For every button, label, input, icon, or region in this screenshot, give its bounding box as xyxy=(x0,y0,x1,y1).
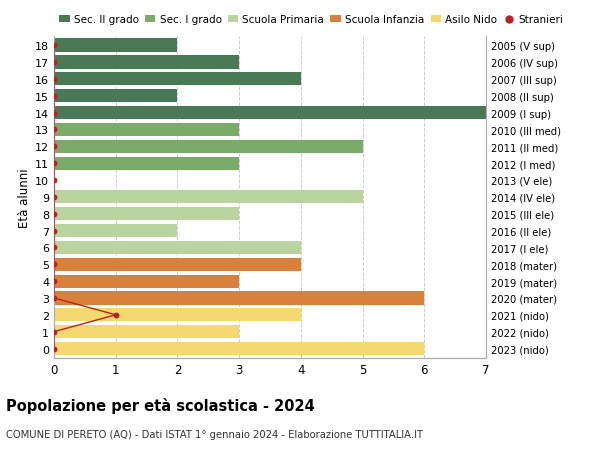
Bar xyxy=(54,39,178,52)
Bar xyxy=(54,106,486,120)
Point xyxy=(49,76,59,83)
Point xyxy=(49,328,59,336)
Point xyxy=(49,59,59,67)
Bar xyxy=(54,275,239,288)
Point xyxy=(49,177,59,184)
Legend: Sec. II grado, Sec. I grado, Scuola Primaria, Scuola Infanzia, Asilo Nido, Stran: Sec. II grado, Sec. I grado, Scuola Prim… xyxy=(59,15,563,25)
Text: Popolazione per età scolastica - 2024: Popolazione per età scolastica - 2024 xyxy=(6,397,315,413)
Bar xyxy=(54,224,178,238)
Bar xyxy=(54,73,301,86)
Text: COMUNE DI PERETO (AQ) - Dati ISTAT 1° gennaio 2024 - Elaborazione TUTTITALIA.IT: COMUNE DI PERETO (AQ) - Dati ISTAT 1° ge… xyxy=(6,429,423,439)
Point xyxy=(49,227,59,235)
Point xyxy=(49,110,59,117)
Point xyxy=(49,345,59,353)
Bar xyxy=(54,123,239,137)
Bar xyxy=(54,191,362,204)
Bar xyxy=(54,140,362,153)
Point xyxy=(49,261,59,269)
Point xyxy=(49,160,59,168)
Point xyxy=(49,194,59,201)
Y-axis label: Età alunni: Età alunni xyxy=(18,168,31,227)
Point xyxy=(49,42,59,50)
Bar xyxy=(54,258,301,271)
Bar xyxy=(54,325,239,338)
Point xyxy=(49,93,59,100)
Bar xyxy=(54,56,239,69)
Bar xyxy=(54,157,239,170)
Bar xyxy=(54,207,239,221)
Point xyxy=(49,278,59,285)
Bar xyxy=(54,90,178,103)
Point xyxy=(49,126,59,134)
Bar xyxy=(54,342,424,355)
Point xyxy=(111,312,121,319)
Point xyxy=(49,244,59,252)
Point xyxy=(49,211,59,218)
Point xyxy=(49,143,59,151)
Point xyxy=(49,295,59,302)
Bar xyxy=(54,308,301,322)
Bar xyxy=(54,292,424,305)
Bar xyxy=(54,241,301,254)
